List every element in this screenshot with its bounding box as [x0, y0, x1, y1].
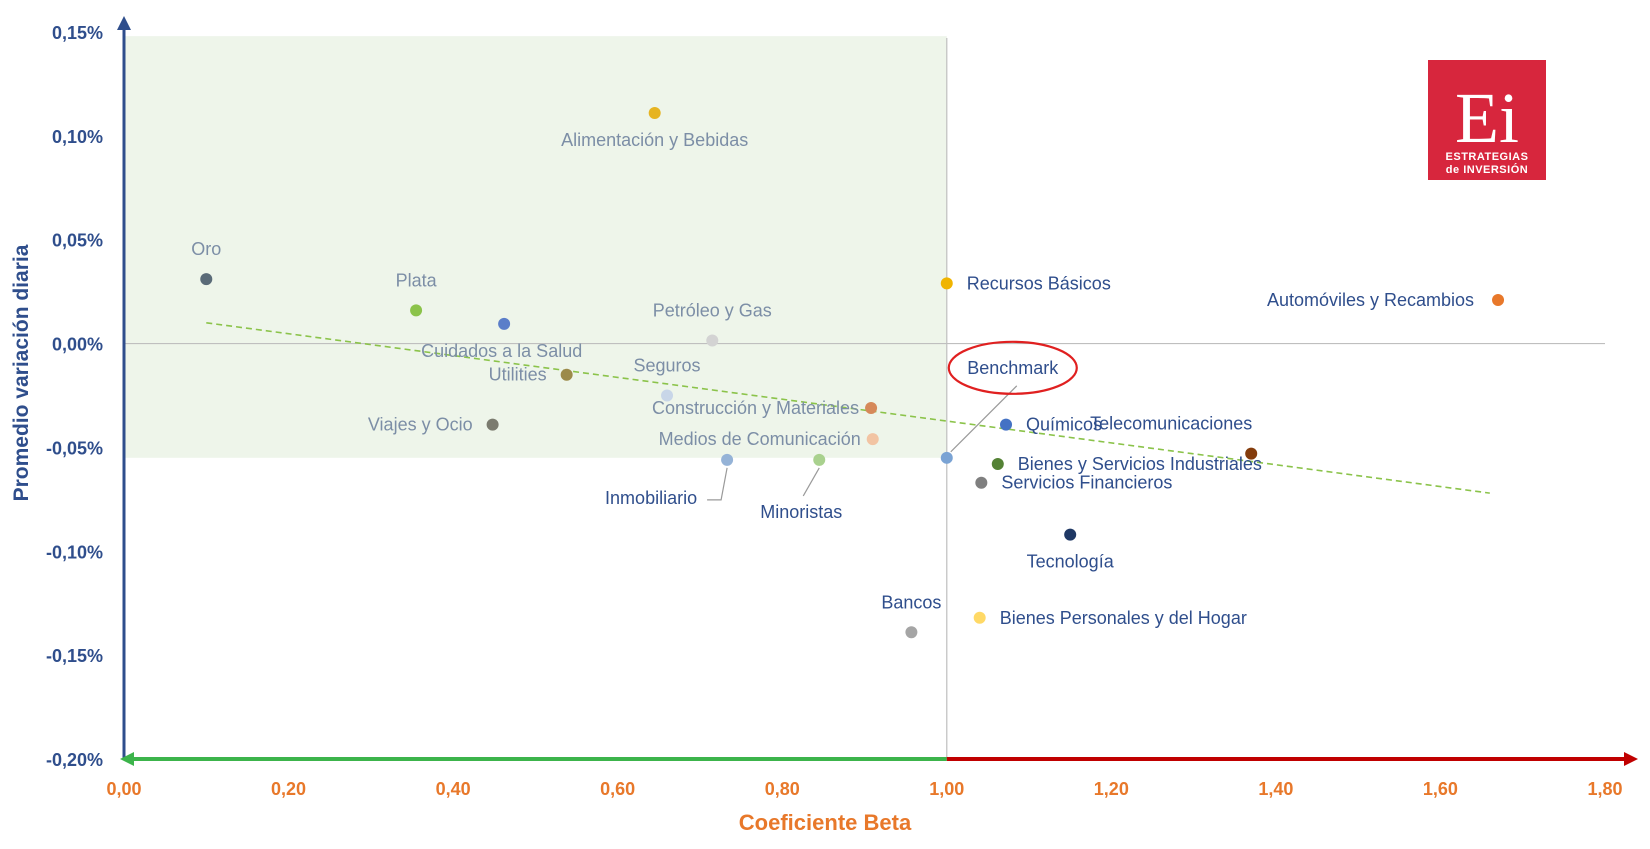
y-tick-label: 0,15% [52, 23, 103, 43]
leader-minoristas [802, 467, 820, 497]
leader-inmobiliario [707, 467, 728, 501]
point-cuidados-a-la-salud [498, 317, 511, 330]
x-axis-arrowhead-left [120, 752, 134, 766]
label-utilities: Utilities [489, 365, 547, 385]
data-points [200, 107, 1505, 639]
label-quimicos: Químicos [1026, 415, 1102, 435]
logo-background [1428, 60, 1546, 180]
point-utilities [560, 368, 573, 381]
point-viajes-y-ocio [486, 418, 499, 431]
point-labels: Alimentación y Bebidas Oro Plata Cuidados a… [191, 130, 1474, 628]
x-tick-label: 0,40 [436, 779, 471, 799]
label-viajes-y-ocio: Viajes y Ocio [368, 415, 473, 435]
label-seguros: Seguros [634, 356, 701, 376]
x-tick-label: 1,80 [1587, 779, 1622, 799]
y-tick-labels: 0,15% 0,10% 0,05% 0,00% -0,05% -0,10% -0,15% -0… [46, 23, 103, 770]
x-tick-label: 0,20 [271, 779, 306, 799]
y-axis-arrowhead [117, 16, 131, 30]
x-tick-label: 1,40 [1258, 779, 1293, 799]
trendline [206, 322, 1490, 494]
label-inmobiliario: Inmobiliario [605, 488, 697, 508]
x-tick-label: 0,80 [765, 779, 800, 799]
y-tick-label: -0,15% [46, 646, 103, 666]
point-automoviles-y-recambios [1492, 293, 1505, 306]
y-tick-label: -0,10% [46, 542, 103, 562]
label-cuidados-a-la-salud: Cuidados a la Salud [421, 341, 582, 361]
label-minoristas: Minoristas [760, 502, 842, 522]
point-minoristas [813, 453, 826, 466]
x-tick-labels: 0,00 0,20 0,40 0,60 0,80 1,00 1,20 1,40 1,60 1,80 [106, 779, 1622, 799]
label-medios-de-comunicacion: Medios de Comunicación [659, 429, 861, 449]
y-tick-label: -0,20% [46, 750, 103, 770]
point-alimentacion-y-bebidas [648, 107, 661, 120]
x-axis-title: Coeficiente Beta [739, 810, 912, 835]
label-bancos: Bancos [881, 592, 941, 612]
point-construccion-y-materiales [865, 401, 878, 414]
x-axis-arrowhead-right [1624, 752, 1638, 766]
label-automoviles-y-recambios: Automóviles y Recambios [1267, 290, 1474, 310]
label-construccion-y-materiales: Construcción y Materiales [652, 398, 859, 418]
point-oro [200, 273, 213, 286]
y-axis [117, 16, 131, 759]
label-alimentacion-y-bebidas: Alimentación y Bebidas [561, 130, 748, 150]
point-bienes-y-servicios-industriales [991, 458, 1004, 471]
label-benchmark: Benchmark [967, 358, 1059, 378]
low-beta-quadrant-highlight [124, 36, 947, 458]
point-medios-de-comunicacion [866, 433, 879, 446]
x-axis [120, 752, 1638, 766]
y-axis-title: Promedio variación diaria [10, 244, 33, 501]
label-servicios-financieros: Servicios Financieros [1001, 473, 1172, 493]
label-oro: Oro [191, 239, 221, 259]
label-petroleo-y-gas: Petróleo y Gas [653, 300, 772, 320]
leader-lines [707, 385, 1018, 501]
y-tick-label: 0,00% [52, 335, 103, 355]
logo-line1: ESTRATEGIAS [1446, 151, 1529, 163]
point-plata [410, 304, 423, 317]
x-tick-label: 0,00 [106, 779, 141, 799]
label-telecomunicaciones: Telecomunicaciones [1090, 414, 1252, 434]
point-bancos [905, 626, 918, 639]
ei-logo: Ei ESTRATEGIAS de INVERSIÓN [1428, 60, 1546, 180]
point-quimicos [1000, 418, 1013, 431]
point-benchmark [940, 451, 953, 464]
point-recursos-basicos [940, 277, 953, 290]
y-tick-label: 0,05% [52, 231, 103, 251]
point-bienes-personales-y-del-hogar [973, 611, 986, 624]
point-seguros [661, 389, 674, 402]
label-tecnologia: Tecnología [1027, 552, 1115, 572]
leader-benchmark [950, 385, 1018, 453]
label-bienes-personales-y-del-hogar: Bienes Personales y del Hogar [1000, 608, 1247, 628]
point-tecnologia [1064, 528, 1077, 541]
logo-line2: de INVERSIÓN [1446, 163, 1528, 176]
x-tick-label: 0,60 [600, 779, 635, 799]
benchmark-highlight-ring [947, 340, 1078, 395]
y-tick-label: -0,05% [46, 438, 103, 458]
x-tick-label: 1,20 [1094, 779, 1129, 799]
logo-letters: Ei [1455, 78, 1519, 158]
x-tick-label: 1,00 [929, 779, 964, 799]
x-tick-label: 1,60 [1423, 779, 1458, 799]
label-bienes-y-servicios-industriales: Bienes y Servicios Industriales [1018, 454, 1262, 474]
y-tick-label: 0,10% [52, 127, 103, 147]
point-petroleo-y-gas [706, 334, 719, 347]
label-plata: Plata [396, 270, 438, 290]
point-inmobiliario [721, 453, 734, 466]
point-telecomunicaciones [1245, 447, 1258, 460]
label-recursos-basicos: Recursos Básicos [967, 273, 1111, 293]
point-servicios-financieros [975, 476, 988, 489]
